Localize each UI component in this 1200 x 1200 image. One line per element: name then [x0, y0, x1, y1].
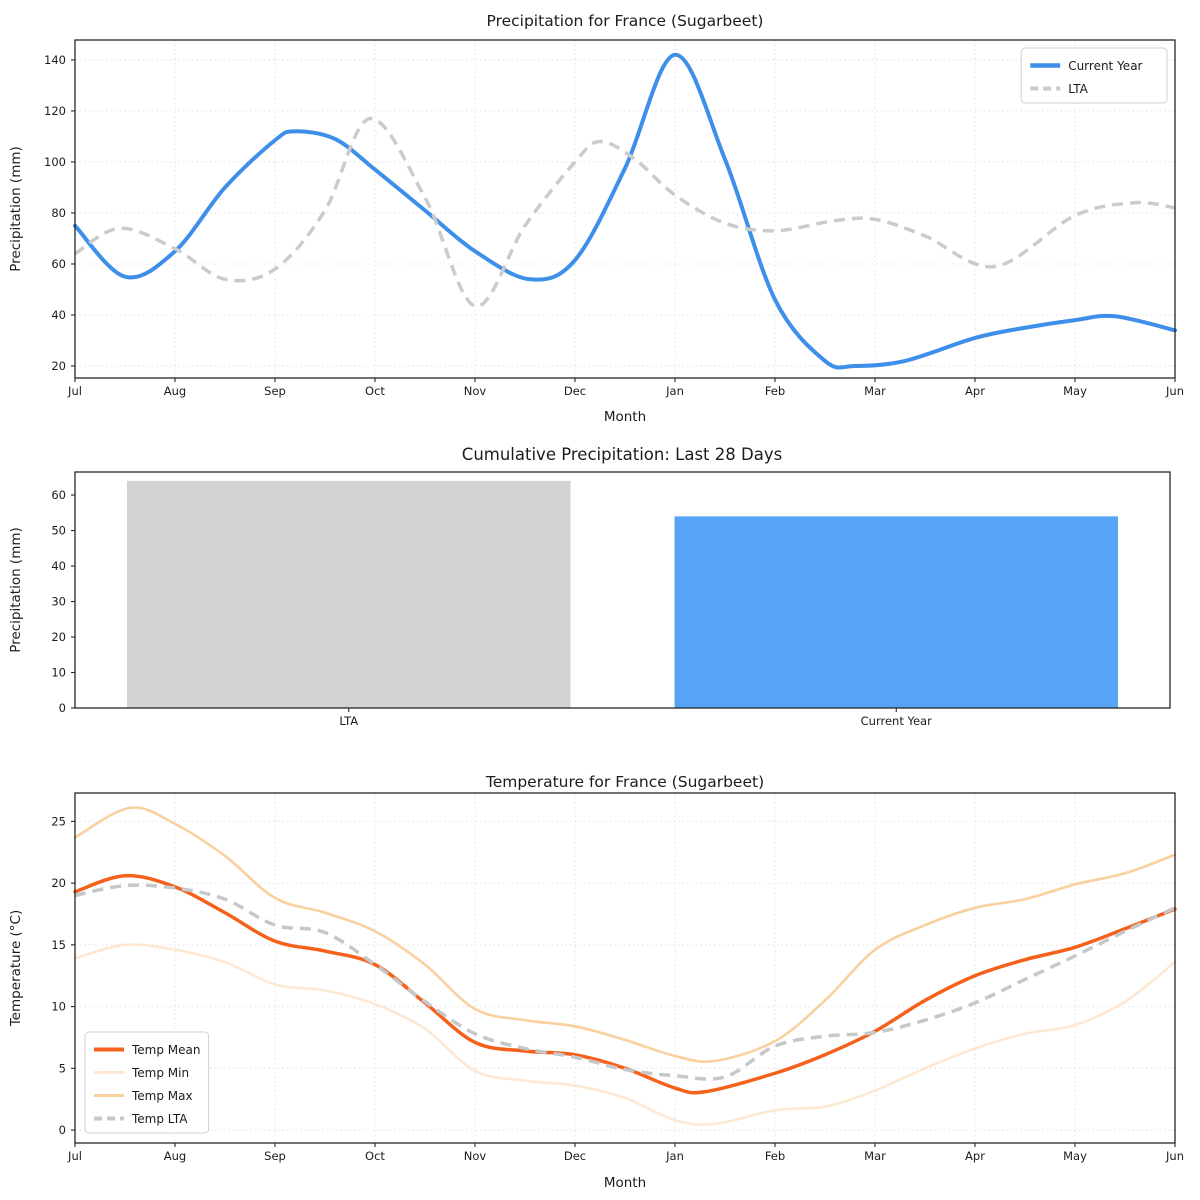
plot-border — [74, 39, 1176, 379]
y-tick-label: 10 — [51, 1000, 66, 1014]
legend: Current Year LTA — [1020, 47, 1168, 104]
legend-label: Temp Min — [131, 1066, 189, 1080]
x-tick-label: Nov — [464, 384, 487, 398]
x-tick-label: Sep — [264, 1149, 286, 1163]
legend: Temp Mean Temp Min Temp Max Temp LTA — [84, 1031, 210, 1134]
axis-ticks: Jul Aug Sep Oct Nov Dec Jan Feb Mar Apr May Jun 0 5 10… — [51, 814, 1184, 1163]
x-tick-label: Apr — [965, 1149, 985, 1163]
y-tick-label: 25 — [51, 814, 66, 828]
x-axis-label: Month — [604, 409, 646, 425]
y-tick-label: 20 — [51, 876, 66, 890]
x-tick-label: Mar — [864, 1149, 886, 1163]
plot-area: Jul Aug Sep Oct Nov Dec Jan Feb Mar Apr May Jun 20 40… — [44, 39, 1184, 398]
y-tick-label: 40 — [51, 559, 66, 573]
legend-label: Temp LTA — [131, 1112, 188, 1126]
chart-title: Cumulative Precipitation: Last 28 Days — [462, 445, 782, 464]
temperature-line-chart: Temperature for France (Sugarbeet) Jul Au… — [0, 762, 1200, 1200]
legend-box — [1020, 47, 1168, 104]
legend-item: Temp LTA — [94, 1112, 188, 1126]
series-temp-min — [73, 943, 1177, 1126]
legend-label: Temp Max — [131, 1089, 193, 1103]
x-tick-label: Apr — [965, 384, 985, 398]
bar-lta — [127, 480, 571, 708]
x-tick-label: Jan — [665, 384, 684, 398]
y-tick-label: 5 — [59, 1061, 66, 1075]
x-tick-label: Aug — [164, 1149, 186, 1163]
y-tick-label: 60 — [51, 257, 66, 271]
legend-item: Current Year — [1030, 59, 1143, 73]
axis-ticks: 0 10 20 30 40 50 60 LTA Current Year — [51, 488, 932, 728]
x-axis-label: Month — [604, 1175, 646, 1191]
x-tick-label: May — [1063, 1149, 1087, 1163]
y-tick-label: 80 — [51, 206, 66, 220]
y-tick-label: 15 — [51, 938, 66, 952]
legend-box — [84, 1031, 210, 1134]
x-tick-label: May — [1063, 384, 1087, 398]
legend-label: LTA — [1068, 82, 1088, 96]
series-temp-lta — [74, 883, 1176, 1081]
plot-area: Jul Aug Sep Oct Nov Dec Jan Feb Mar Apr May Jun 0 5 10… — [51, 792, 1184, 1163]
y-tick-label: 60 — [51, 488, 66, 502]
x-tick-label: Feb — [765, 1149, 785, 1163]
x-tick-label: Aug — [164, 384, 186, 398]
x-tick-label: LTA — [339, 714, 358, 728]
x-tick-label: Oct — [365, 384, 385, 398]
series-lta — [74, 116, 1176, 308]
plot-area: 0 10 20 30 40 50 60 LTA Current Year — [51, 471, 1171, 728]
plot-border — [74, 471, 1171, 709]
x-tick-label: Feb — [765, 384, 785, 398]
y-tick-label: 50 — [51, 524, 66, 538]
y-tick-label: 0 — [59, 1123, 66, 1137]
y-tick-label: 0 — [59, 701, 66, 715]
chart-title: Temperature for France (Sugarbeet) — [485, 773, 764, 791]
y-tick-label: 20 — [51, 630, 66, 644]
y-tick-label: 10 — [51, 666, 66, 680]
y-axis-label: Precipitation (mm) — [8, 146, 24, 272]
y-tick-label: 30 — [51, 595, 66, 609]
x-tick-label: Dec — [564, 1149, 586, 1163]
legend-item: LTA — [1030, 82, 1089, 96]
cumulative-precipitation-bar-chart: Cumulative Precipitation: Last 28 Days 0… — [0, 435, 1200, 762]
x-tick-label: Jun — [1165, 1149, 1184, 1163]
x-tick-label: Jan — [665, 1149, 684, 1163]
x-tick-label: Oct — [365, 1149, 385, 1163]
x-tick-label: Mar — [864, 384, 886, 398]
axis-ticks: Jul Aug Sep Oct Nov Dec Jan Feb Mar Apr May Jun 20 40… — [44, 53, 1184, 398]
x-tick-label: Jun — [1165, 384, 1184, 398]
x-tick-label: Sep — [264, 384, 286, 398]
precipitation-line-chart: Precipitation for France (Sugarbeet) Jul… — [0, 0, 1200, 435]
y-axis-label: Temperature (°C) — [8, 910, 24, 1028]
legend-item: Temp Min — [94, 1066, 189, 1080]
legend-item: Temp Mean — [94, 1043, 201, 1057]
plot-border — [74, 792, 1176, 1144]
y-tick-label: 40 — [51, 308, 66, 322]
legend-label: Temp Mean — [131, 1043, 201, 1057]
y-tick-label: 140 — [44, 53, 66, 67]
y-tick-label: 20 — [51, 359, 66, 373]
x-tick-label: Nov — [464, 1149, 487, 1163]
series-temp-max — [73, 806, 1177, 1063]
y-tick-label: 120 — [44, 104, 66, 118]
y-axis-label: Precipitation (mm) — [8, 527, 24, 653]
legend-item: Temp Max — [94, 1089, 193, 1103]
x-tick-label: Jul — [67, 1149, 82, 1163]
y-tick-label: 100 — [44, 155, 66, 169]
series-current-year — [73, 52, 1177, 370]
x-tick-label: Current Year — [861, 714, 932, 728]
bar-current-year — [674, 516, 1118, 708]
grid — [74, 40, 1176, 378]
chart-title: Precipitation for France (Sugarbeet) — [487, 12, 764, 30]
legend-label: Current Year — [1068, 59, 1142, 73]
x-tick-label: Dec — [564, 384, 586, 398]
x-tick-label: Jul — [67, 384, 82, 398]
